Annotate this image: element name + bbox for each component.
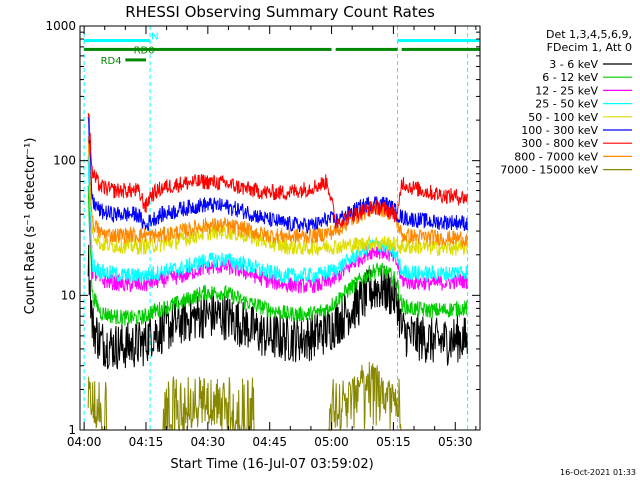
y-axis-label: Count Rate (s⁻¹ detector⁻¹) (23, 138, 38, 315)
series-line-6-12-kev (87, 185, 468, 326)
x-tick-label-4: 05:00 (314, 435, 349, 449)
legend-label-0: 3 - 6 keV (549, 58, 598, 71)
x-tick-label-2: 04:30 (191, 435, 226, 449)
y-tick-label-2: 100 (53, 154, 76, 168)
legend-label-5: 100 - 300 keV (521, 124, 598, 137)
x-tick-label-3: 04:45 (252, 435, 287, 449)
x-tick-label-6: 05:30 (438, 435, 473, 449)
flag-n-bar-1 (397, 39, 480, 43)
legend-label-3: 25 - 50 keV (535, 98, 598, 111)
flag-rd0-bar-1 (335, 47, 398, 51)
plot-frame (79, 25, 481, 431)
x-tick-label-0: 04:00 (67, 435, 102, 449)
series-line-7000-15000-kev (87, 361, 468, 432)
flag-label-rd4: RD4 (101, 56, 122, 67)
legend: Det 1,3,4,5,6,9, FDecim 1, Att 0 3 - 6 k… (500, 28, 632, 177)
x-tick-label-5: 05:15 (376, 435, 411, 449)
legend-label-7: 800 - 7000 keV (514, 150, 598, 163)
info-detectors: Det 1,3,4,5,6,9, (546, 28, 632, 41)
flag-rd4-bar-0 (125, 58, 146, 62)
y-tick-label-3: 1000 (45, 19, 76, 33)
legend-label-1: 6 - 12 keV (542, 71, 598, 84)
y-tick-label-0: 1 (68, 423, 76, 437)
footer-timestamp: 16-Oct-2021 01:33 (560, 468, 636, 477)
x-tick-label-1: 04:15 (129, 435, 164, 449)
legend-label-4: 50 - 100 keV (528, 111, 598, 124)
flag-n-bar-0 (84, 39, 151, 43)
chart-title: RHESSI Observing Summary Count Rates (125, 3, 435, 21)
series-line-25-50-kev (87, 154, 468, 284)
series-line-12-25-kev (87, 157, 468, 294)
series-line-3-6-kev (87, 244, 468, 370)
flag-rd0-bar-0 (84, 47, 332, 51)
legend-label-2: 12 - 25 keV (535, 84, 598, 97)
legend-label-8: 7000 - 15000 keV (500, 164, 598, 177)
flag-label-n: N (151, 32, 158, 43)
series-line-300-800-kev (87, 112, 468, 229)
flag-rd0-bar-2 (401, 47, 480, 51)
series-line-100-300-kev (87, 116, 468, 234)
series-line-800-7000-kev (87, 136, 468, 249)
info-fdecim: FDecim 1, Att 0 (547, 41, 632, 54)
y-tick-label-1: 10 (61, 288, 76, 302)
legend-label-6: 300 - 800 keV (521, 137, 598, 150)
flag-label-rd0: RD0 (134, 45, 155, 56)
x-axis-label: Start Time (16-Jul-07 03:59:02) (170, 457, 373, 472)
